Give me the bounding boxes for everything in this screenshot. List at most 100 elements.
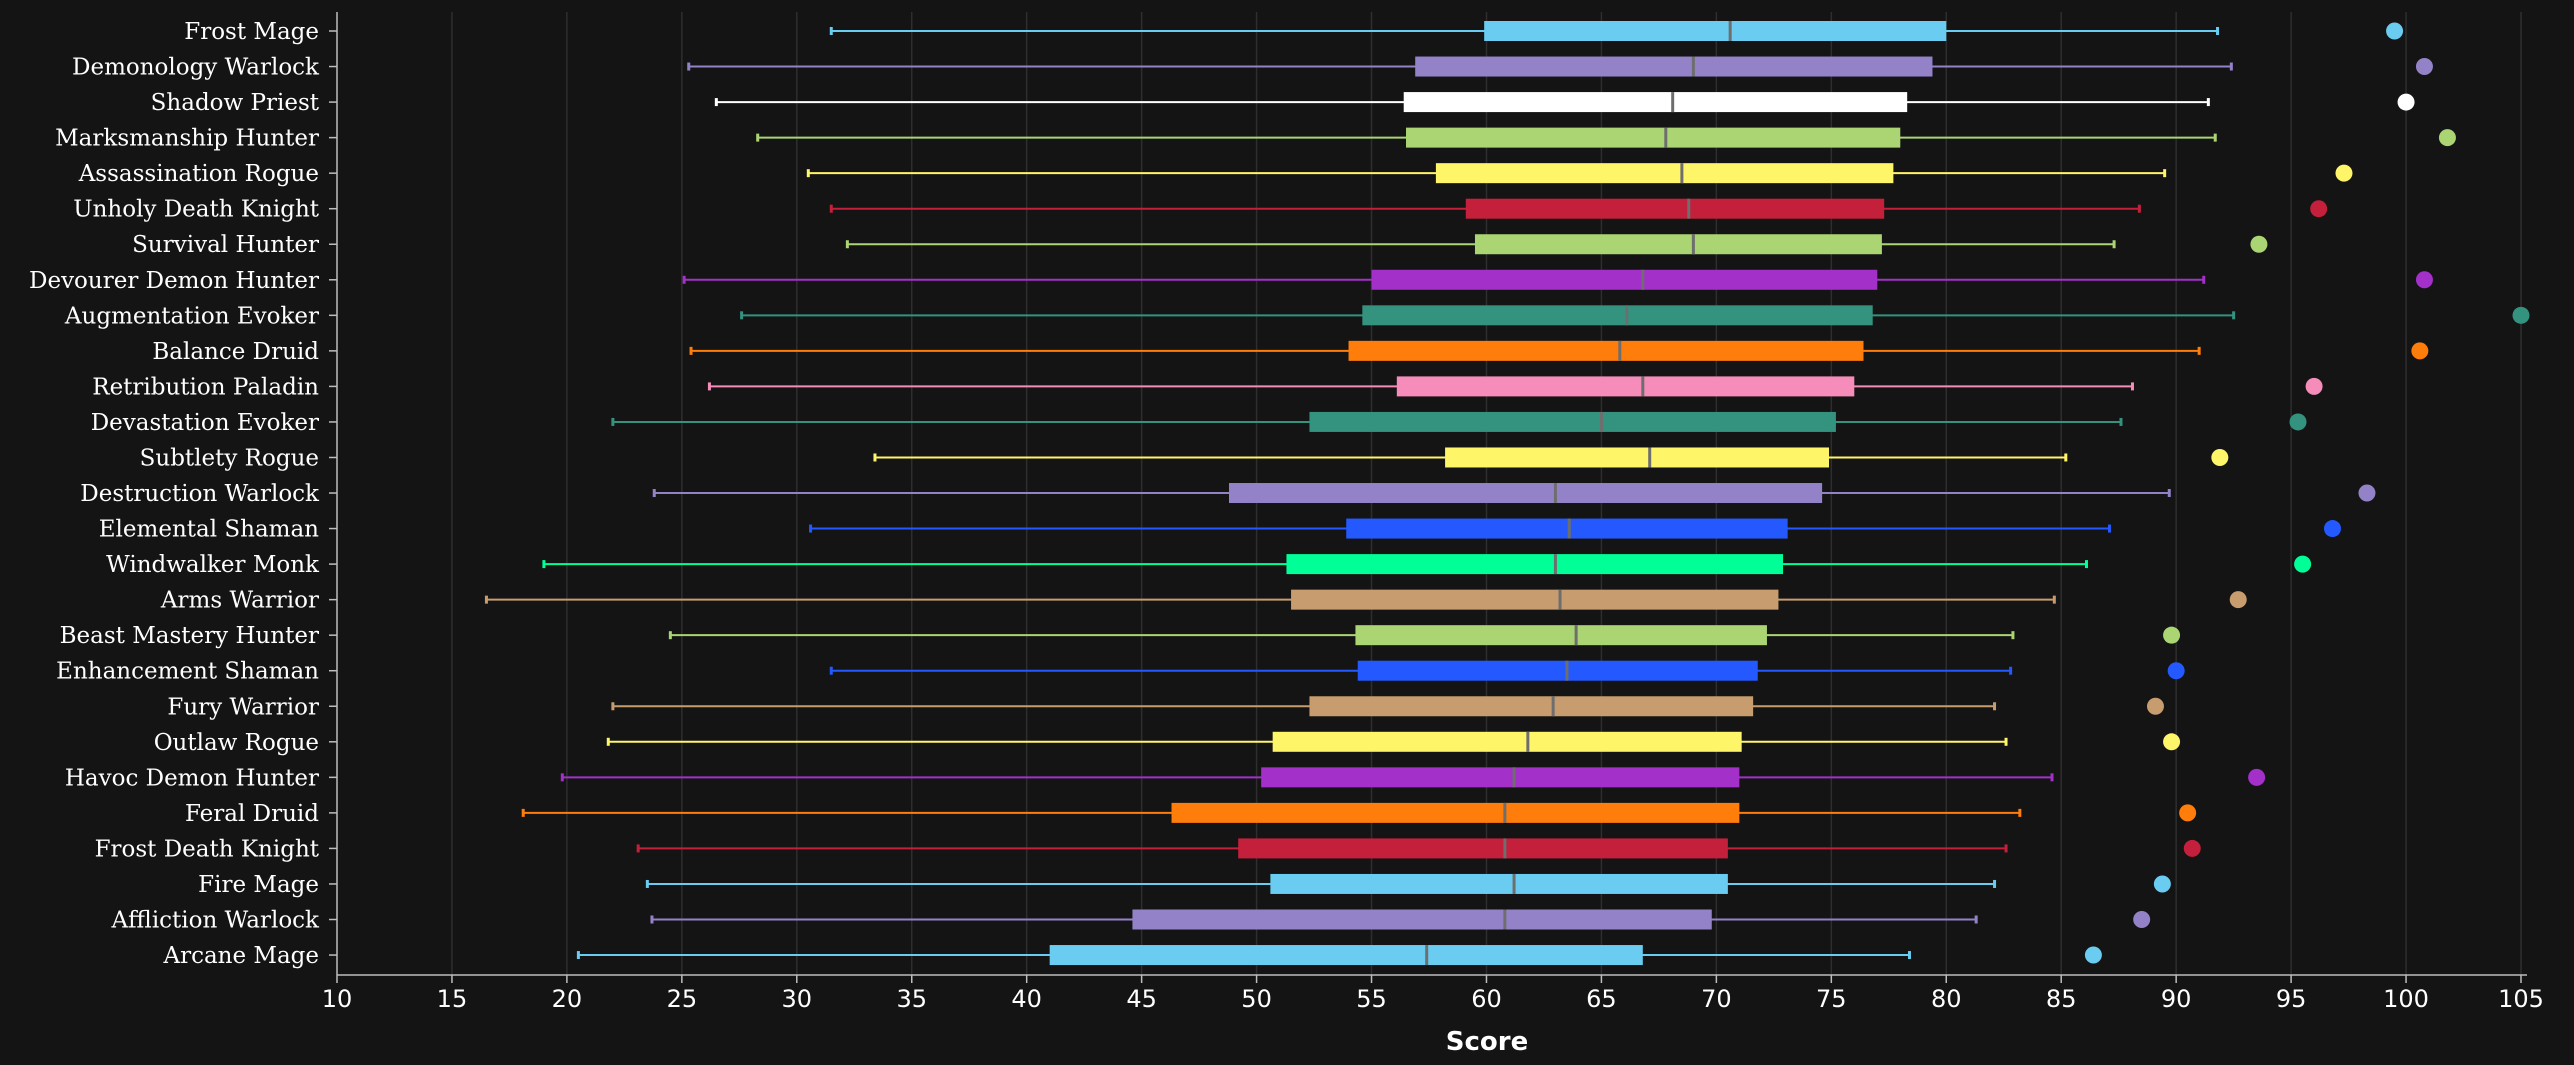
- category-label: Windwalker Monk: [106, 552, 320, 578]
- box-row: [542, 554, 2088, 575]
- outlier-point: [2179, 804, 2197, 822]
- category-label: Demonology Warlock: [72, 55, 320, 81]
- box-row: [740, 305, 2236, 326]
- category-label: Retribution Paladin: [92, 374, 319, 400]
- iqr-box: [1171, 802, 1740, 823]
- x-tick-label: 10: [322, 985, 353, 1013]
- box-row: [668, 625, 2015, 646]
- outlier-point: [2386, 22, 2404, 40]
- outlier-point: [2167, 662, 2185, 680]
- x-tick-label: 40: [1011, 985, 1042, 1013]
- iqr-box: [1396, 376, 1855, 397]
- outlier-point: [2415, 271, 2433, 289]
- x-tick-label: 105: [2498, 985, 2544, 1013]
- x-tick-label: 100: [2383, 985, 2429, 1013]
- x-tick-label: 85: [2046, 985, 2077, 1013]
- box-row: [873, 447, 2068, 468]
- box-row: [682, 269, 2206, 290]
- outlier-point: [2153, 875, 2171, 893]
- outlier-point: [2146, 697, 2164, 715]
- outlier-point: [2163, 733, 2181, 751]
- category-label: Frost Mage: [184, 19, 319, 45]
- iqr-box: [1286, 554, 1784, 575]
- iqr-box: [1445, 447, 1830, 468]
- category-label: Fire Mage: [198, 872, 319, 898]
- outlier-point: [2438, 129, 2456, 147]
- category-label: Frost Death Knight: [95, 836, 320, 862]
- x-tick-label: 75: [1816, 985, 1847, 1013]
- iqr-box: [1309, 696, 1754, 717]
- outlier-point: [2248, 768, 2266, 786]
- iqr-box: [1049, 945, 1643, 966]
- outlier-point: [2335, 164, 2353, 182]
- iqr-box: [1261, 767, 1740, 788]
- x-tick-label: 35: [896, 985, 927, 1013]
- box-row: [829, 660, 2013, 681]
- box-row: [829, 21, 2220, 41]
- outlier-point: [2294, 555, 2312, 573]
- box-row: [636, 838, 2008, 859]
- outlier-points: [2084, 22, 2530, 964]
- category-label: Subtlety Rogue: [140, 445, 319, 471]
- outlier-point: [2289, 413, 2307, 431]
- box-row: [611, 411, 2123, 432]
- category-label: Arcane Mage: [162, 943, 319, 969]
- category-label: Marksmanship Hunter: [55, 126, 319, 152]
- iqr-box: [1371, 269, 1878, 290]
- outlier-point: [2211, 448, 2229, 466]
- box-row: [650, 909, 1978, 930]
- x-axis-title: Score: [1446, 1027, 1528, 1057]
- iqr-box: [1415, 56, 1933, 77]
- x-tick-label: 70: [1701, 985, 1732, 1013]
- box-row: [611, 696, 1997, 717]
- iqr-box: [1403, 92, 1908, 113]
- category-label: Elemental Shaman: [99, 517, 319, 543]
- outlier-point: [2133, 911, 2151, 928]
- outlier-point: [2305, 377, 2323, 395]
- iqr-box: [1435, 163, 1894, 184]
- outlier-point: [2415, 58, 2433, 76]
- x-tick-label: 80: [1931, 985, 1962, 1013]
- category-label: Devourer Demon Hunter: [29, 268, 319, 294]
- x-tick-label: 20: [552, 985, 583, 1013]
- iqr-box: [1291, 589, 1779, 610]
- iqr-box: [1406, 127, 1901, 148]
- box-row: [714, 92, 2210, 113]
- outlier-point: [2397, 93, 2415, 111]
- iqr-box: [1272, 731, 1742, 752]
- x-tick-label: 55: [1356, 985, 1387, 1013]
- category-label: Survival Hunter: [132, 232, 319, 258]
- iqr-box: [1228, 483, 1823, 504]
- outlier-point: [2084, 946, 2102, 964]
- box-row: [484, 589, 2056, 610]
- box-row: [521, 802, 2022, 823]
- iqr-box: [1309, 411, 1836, 432]
- category-label: Feral Druid: [185, 801, 319, 827]
- category-label: Affliction Warlock: [111, 908, 321, 934]
- outlier-point: [2229, 591, 2247, 609]
- iqr-box: [1348, 340, 1864, 361]
- iqr-box: [1465, 198, 1885, 219]
- x-tick-label: 95: [2276, 985, 2307, 1013]
- box-row: [809, 518, 2111, 539]
- x-tick-label: 50: [1241, 985, 1272, 1013]
- category-label: Unholy Death Knight: [73, 197, 320, 223]
- outlier-point: [2512, 306, 2530, 324]
- x-tick-label: 25: [667, 985, 698, 1013]
- iqr-box: [1238, 838, 1728, 859]
- outlier-point: [2183, 839, 2201, 857]
- x-tick-label: 45: [1126, 985, 1157, 1013]
- iqr-box: [1474, 234, 1882, 255]
- outlier-point: [2411, 342, 2429, 360]
- outlier-point: [2163, 626, 2181, 644]
- category-label: Havoc Demon Hunter: [65, 765, 319, 791]
- outlier-point: [2358, 484, 2376, 502]
- box-series: [484, 21, 2236, 966]
- x-tick-label: 30: [782, 985, 813, 1013]
- category-label: Beast Mastery Hunter: [60, 623, 319, 649]
- box-row: [756, 127, 2217, 148]
- category-labels: Frost Mage Demonology Warlock Shadow Pries…: [29, 19, 337, 969]
- x-tick-label: 90: [2161, 985, 2192, 1013]
- category-label: Assassination Rogue: [78, 161, 319, 187]
